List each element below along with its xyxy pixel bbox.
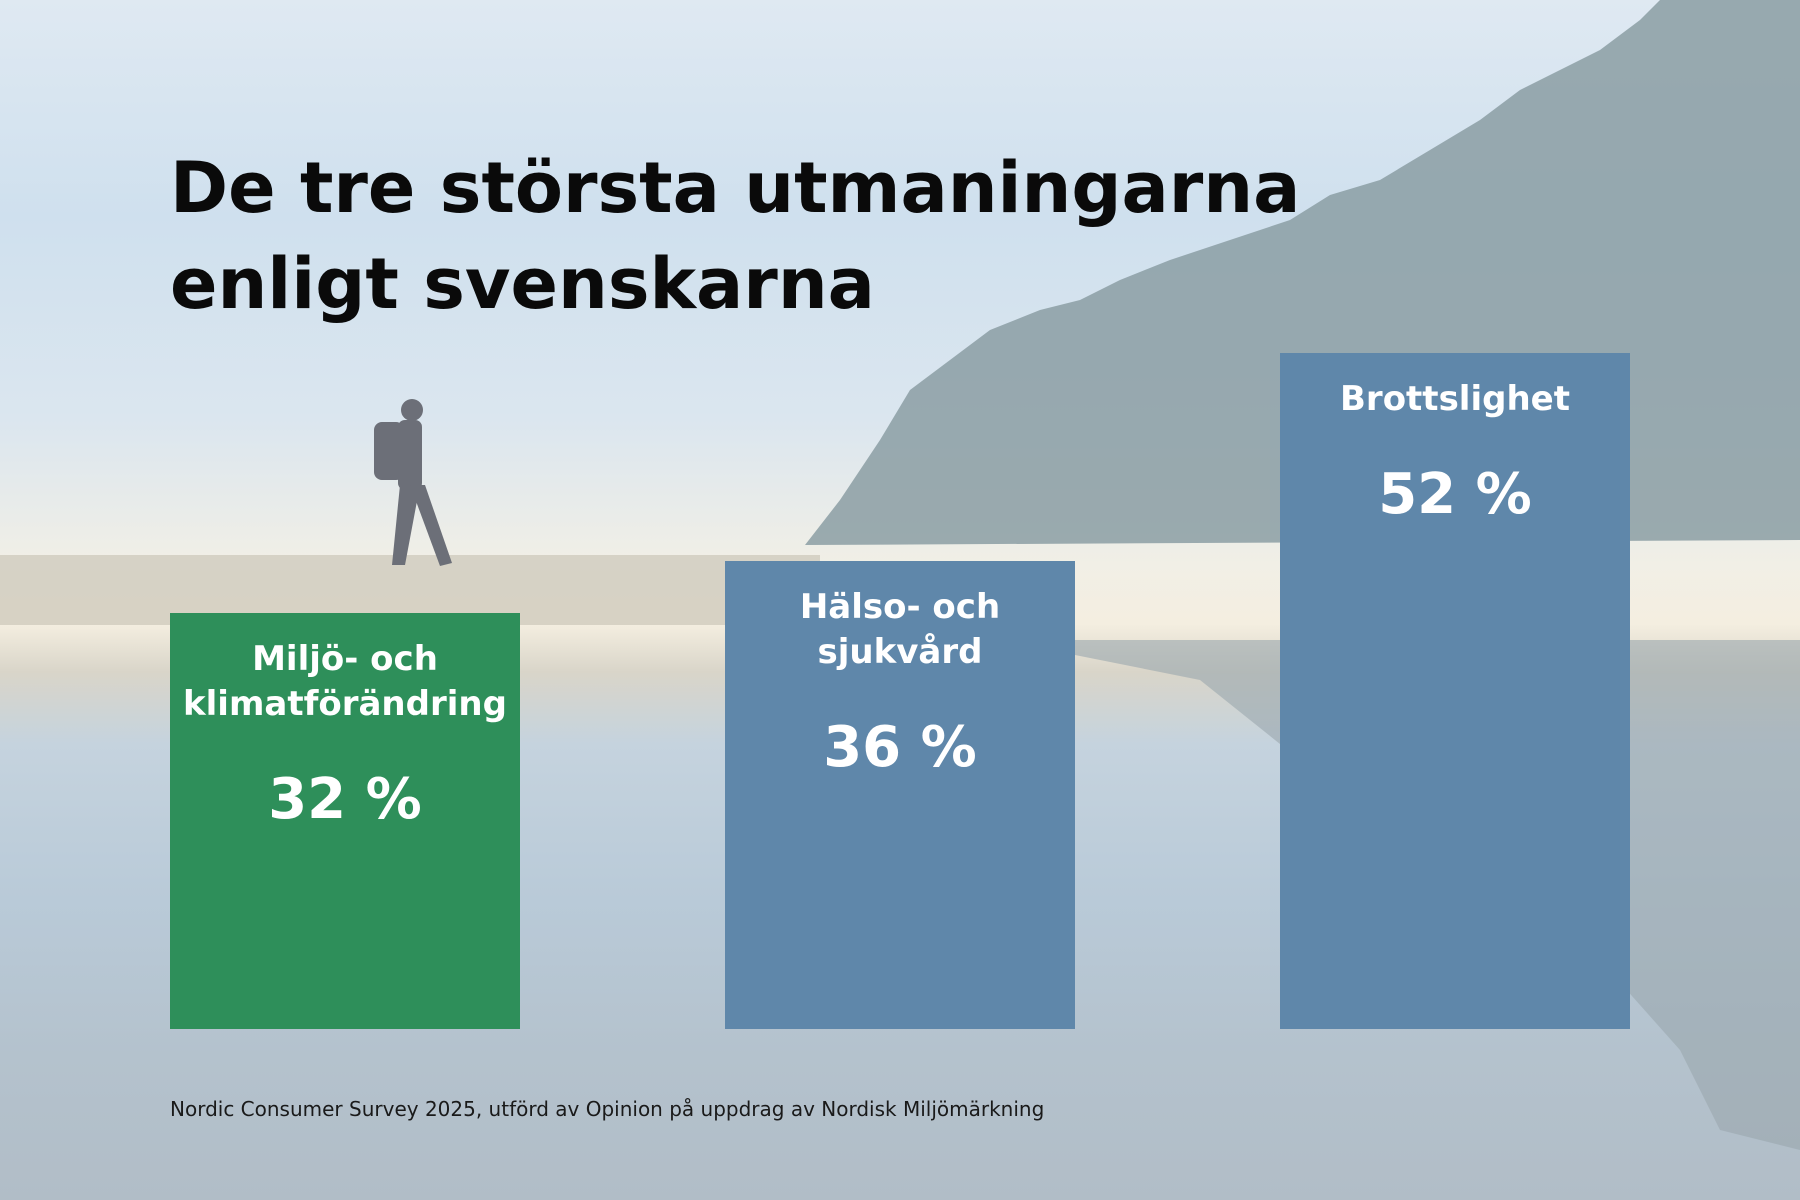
bar: Brottslighet 52 % — [1280, 353, 1630, 1029]
chart-title: De tre största utmaningarna enligt svens… — [170, 140, 1300, 332]
title-line-2: enligt svenskarna — [170, 243, 875, 325]
bar: Hälso- och sjukvård 36 % — [725, 561, 1075, 1029]
bar: Miljö- och klimatförändring 32 % — [170, 613, 520, 1029]
category-label-line: klimatförändring — [183, 684, 507, 724]
category-label-line: Brottslighet — [1340, 379, 1570, 419]
bar-value-label: 32 % — [268, 767, 422, 832]
bar-value-label: 36 % — [823, 715, 977, 780]
category-label-line: Hälso- och — [799, 587, 1001, 627]
bar-category-label: Hälso- och sjukvård — [725, 585, 1075, 675]
category-label-line: sjukvård — [817, 632, 983, 672]
source-note: Nordic Consumer Survey 2025, utförd av O… — [170, 1097, 1045, 1121]
category-label-line: Miljö- och — [252, 639, 438, 679]
bar-value-label: 52 % — [1378, 462, 1532, 527]
title-line-1: De tre största utmaningarna — [170, 147, 1301, 229]
bar-category-label: Miljö- och klimatförändring — [170, 637, 520, 727]
hiker-silhouette — [374, 399, 452, 566]
bar-category-label: Brottslighet — [1280, 377, 1630, 422]
